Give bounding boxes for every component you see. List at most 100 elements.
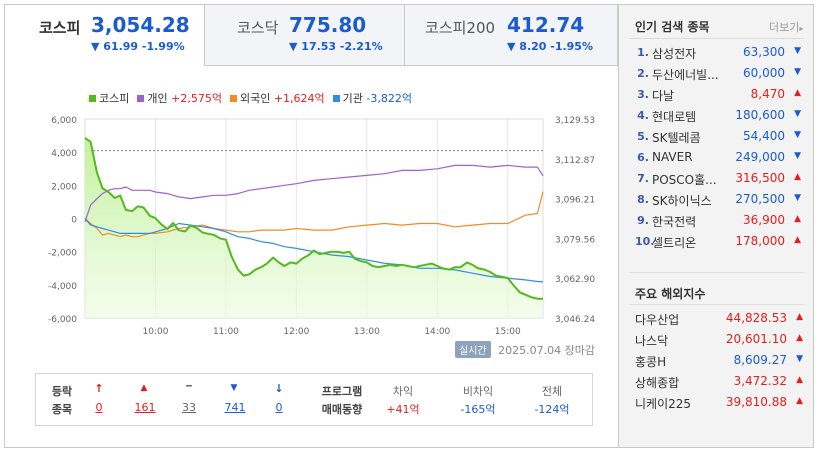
stock-price: 270,500: [735, 192, 785, 206]
non-arbitrage-label: 비차익: [462, 385, 494, 398]
down-triangle-icon: ▼: [794, 109, 801, 119]
popular-item[interactable]: 4. 현대로템 180,600 ▼: [635, 106, 805, 127]
left-axis-tick: 6,000: [51, 116, 77, 126]
right-axis-tick: 3,046.24: [555, 315, 595, 325]
stock-name: SK하이닉스: [652, 194, 712, 208]
more-link[interactable]: 더보기▸: [769, 21, 804, 34]
kospi-line: [84, 137, 544, 300]
rank-number: 2.: [637, 67, 649, 80]
rank-number: 1.: [637, 46, 649, 59]
legend-item-institution[interactable]: 기관 -3,822억: [332, 90, 412, 106]
popular-item[interactable]: 8. SK하이닉스 270,500 ▼: [635, 190, 805, 211]
arbitrage-value: +41억: [386, 403, 420, 416]
individual-line: [84, 164, 544, 222]
index-price: 8,609.27: [733, 353, 787, 367]
rise-icon: ▲: [140, 383, 148, 393]
popular-item[interactable]: 7. POSCO홀... 316,500 ▲: [635, 169, 805, 190]
lower-limit-icon: ↓: [274, 382, 284, 395]
fall-count[interactable]: 741: [224, 401, 246, 414]
chart-status: 실시간 2025.07.04 장마감: [455, 341, 595, 358]
overseas-index-item[interactable]: 다우산업 44,828.53 ▲: [635, 309, 805, 330]
down-triangle-icon: ▼: [794, 46, 801, 56]
up-triangle-icon: ▲: [794, 88, 801, 98]
fall-icon: ▼: [230, 383, 238, 393]
stock-price: 54,400: [743, 129, 785, 143]
popular-item[interactable]: 3. 다날 8,470 ▲: [635, 85, 805, 106]
divider: [629, 38, 804, 39]
stock-price: 63,300: [743, 45, 785, 59]
left-axis-tick: 2,000: [51, 182, 77, 192]
market-breadth-box: 등락 종목 ↑ 0 ▲ 161 ━ 33 ▼ 741 ↓ 0 프로그램 매매동향…: [35, 373, 593, 426]
x-axis-tick: 13:00: [354, 327, 380, 337]
tab-kospi-value: 3,054.28: [91, 13, 190, 37]
right-axis-tick: 3,096.21: [555, 196, 595, 206]
lower-limit-count[interactable]: 0: [275, 401, 283, 414]
tab-kospi-change: ▼ 61.99 -1.99%: [91, 40, 185, 53]
popular-item[interactable]: 5. SK텔레콤 54,400 ▼: [635, 127, 805, 148]
up-triangle-icon: ▲: [796, 312, 803, 322]
legend-item-foreign[interactable]: 외국인 +1,624억: [229, 90, 325, 106]
tab-kospi200[interactable]: 코스피200 412.74 ▼ 8.20 -1.95%: [405, 5, 618, 66]
overseas-index-item[interactable]: 나스닥 20,601.10 ▲: [635, 330, 805, 351]
popular-item[interactable]: 9. 한국전력 36,900 ▲: [635, 211, 805, 232]
tab-kosdaq[interactable]: 코스닥 775.80 ▼ 17.53 -2.21%: [205, 5, 405, 66]
tab-kospi[interactable]: 코스피 3,054.28 ▼ 61.99 -1.99%: [5, 5, 205, 66]
down-triangle-icon: ▼: [794, 130, 801, 140]
right-axis-tick: 3,062.90: [555, 275, 595, 285]
legend-item-kospi[interactable]: 코스피: [89, 90, 129, 106]
tab-kosdaq-value: 775.80: [289, 13, 367, 37]
status-date: 2025.07.04: [498, 344, 562, 357]
status-text: 장마감: [564, 344, 595, 357]
rise-count[interactable]: 161: [134, 401, 156, 414]
tab-kospi200-value: 412.74: [507, 13, 585, 37]
legend-swatch: [89, 95, 96, 102]
rank-number: 8.: [637, 193, 649, 206]
tab-kospi200-change: ▼ 8.20 -1.95%: [507, 40, 593, 53]
x-axis-tick: 11:00: [213, 327, 239, 337]
overseas-index-item[interactable]: 상해종합 3,472.32 ▲: [635, 372, 805, 393]
stock-price: 180,600: [735, 108, 785, 122]
unchanged-icon: ━: [186, 382, 192, 392]
upper-limit-count[interactable]: 0: [95, 401, 103, 414]
right-axis-tick: 3,079.56: [555, 235, 595, 245]
divider: [629, 304, 804, 305]
popular-item[interactable]: 1. 삼성전자 63,300 ▼: [635, 43, 805, 64]
rank-number: 7.: [637, 172, 649, 185]
legend-swatch: [137, 95, 145, 102]
tab-kosdaq-name: 코스닥: [237, 19, 279, 37]
stock-name: 다날: [652, 89, 675, 103]
index-name: 상해종합: [635, 376, 680, 390]
up-triangle-icon: ▲: [794, 172, 801, 182]
index-tabs: 코스피 3,054.28 ▼ 61.99 -1.99% 코스닥 775.80 ▼…: [5, 5, 618, 66]
stock-name: POSCO홀...: [652, 173, 717, 187]
left-axis-tick: 4,000: [51, 149, 77, 159]
breadth-label-bottom: 종목: [51, 403, 73, 416]
realtime-badge[interactable]: 실시간: [455, 341, 491, 358]
stock-name: SK텔레콤: [652, 131, 701, 145]
program-total-label: 전체: [541, 385, 563, 398]
popular-item[interactable]: 6. NAVER 249,000 ▼: [635, 148, 805, 169]
index-price: 44,828.53: [725, 311, 787, 325]
stock-name: 현대로템: [652, 110, 697, 124]
program-label-bottom: 매매동향: [321, 403, 363, 416]
x-axis-tick: 10:00: [142, 327, 168, 337]
up-triangle-icon: ▲: [796, 333, 803, 343]
program-label-top: 프로그램: [321, 385, 363, 398]
divider: [629, 272, 804, 273]
overseas-index-item[interactable]: 홍콩H 8,609.27 ▼: [635, 351, 805, 372]
up-triangle-icon: ▲: [794, 235, 801, 245]
stock-price: 36,900: [743, 213, 785, 227]
legend-swatch: [332, 95, 340, 102]
left-axis-tick: -6,000: [48, 315, 77, 325]
unchanged-count[interactable]: 33: [182, 401, 196, 414]
stock-name: NAVER: [652, 150, 693, 164]
index-price: 20,601.10: [725, 332, 787, 346]
legend-item-individual[interactable]: 개인 +2,575억: [137, 90, 222, 106]
popular-item[interactable]: 10. 셀트리온 178,000 ▲: [635, 232, 805, 253]
down-triangle-icon: ▼: [794, 151, 801, 161]
stock-name: 셀트리온: [652, 236, 697, 250]
overseas-index-item[interactable]: 니케이225 39,810.88 ▲: [635, 393, 805, 414]
popular-item[interactable]: 2. 두산에너빌... 60,000 ▼: [635, 64, 805, 85]
left-axis-tick: -2,000: [48, 249, 77, 259]
x-axis-tick: 14:00: [424, 327, 450, 337]
